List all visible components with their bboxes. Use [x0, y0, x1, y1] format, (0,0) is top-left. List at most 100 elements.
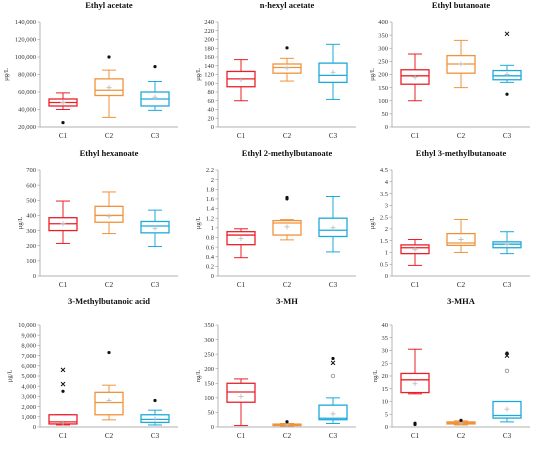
outlier-dot	[107, 350, 111, 355]
panel-title: Ethyl hexanoate	[80, 148, 139, 158]
x-category-label: C3	[503, 281, 512, 289]
mean-marker	[330, 69, 336, 75]
y-tick-label: 80	[208, 89, 215, 96]
y-axis-label: ng/L	[372, 370, 379, 382]
box-C1: C1	[400, 348, 430, 440]
y-axis-label: µg/L	[369, 68, 376, 81]
x-category-label: C3	[151, 281, 160, 289]
y-tick-label: 250	[204, 351, 214, 358]
panel-title: 3-Methylbutanoic acid	[68, 296, 150, 306]
y-tick-label: 60,000	[18, 89, 36, 96]
mean-marker	[412, 74, 418, 80]
box-C3: C3	[492, 31, 522, 140]
mean-marker	[238, 77, 244, 83]
x-category-label: C2	[283, 132, 292, 140]
y-axis-label: µg/L	[3, 68, 10, 81]
y-axis-label: ng/L	[195, 370, 202, 382]
iqr-box	[94, 391, 124, 416]
y-tick-label: 3	[385, 203, 388, 210]
box-C3: C3	[140, 398, 170, 440]
box-C1: C1	[48, 367, 78, 440]
outlier-dot	[285, 420, 289, 424]
mean-marker	[330, 411, 336, 417]
y-tick-label: 2.5	[380, 214, 388, 221]
y-tick-label: 10,000	[18, 322, 36, 329]
y-tick-label: 5	[385, 411, 388, 418]
y-tick-label: 100	[26, 258, 36, 265]
mean-marker	[60, 420, 66, 426]
outlier-dot	[505, 92, 509, 96]
y-tick-label: 1.5	[380, 238, 388, 245]
panel-5: Ethyl 3-methylbutanoate 0 0.5 1 1.5 2 2.5 3 3.5 4…	[369, 148, 530, 289]
x-category-label: C1	[59, 281, 68, 289]
outlier-dot	[331, 356, 335, 361]
panel-7: 3-MH 0 50 100 150 200 250 300 350 ng/L C1 C2 C3	[195, 296, 356, 440]
x-category-label: C2	[283, 281, 292, 289]
outlier-x	[504, 31, 510, 37]
y-tick-label: 3.5	[380, 191, 388, 198]
y-tick-label: 300	[378, 45, 388, 52]
y-tick-label: 4,000	[21, 383, 36, 390]
mean-marker	[412, 247, 418, 253]
y-tick-label: 100,000	[15, 54, 36, 61]
mean-marker	[60, 100, 66, 105]
panel-2: Ethyl butanoate 0 50 100 150 200 250 300 350 400 µ…	[369, 0, 530, 140]
box-C3: C3	[492, 351, 522, 440]
mean-marker	[238, 393, 244, 399]
y-tick-label: 350	[378, 32, 388, 39]
panel-title: 3-MHA	[447, 296, 476, 306]
x-category-label: C1	[411, 132, 420, 140]
y-tick-label: 10	[382, 399, 389, 406]
y-tick-label: 50	[208, 410, 215, 417]
mean-marker	[412, 381, 418, 387]
x-category-label: C3	[151, 132, 160, 140]
y-tick-label: 0	[33, 424, 36, 431]
y-tick-label: 3,000	[21, 394, 36, 401]
y-tick-label: 1,000	[21, 414, 36, 421]
y-tick-label: 400	[26, 213, 36, 220]
panel-1: n-hexyl acetate0204060801001201401601802…	[195, 0, 356, 140]
y-tick-label: 150	[378, 85, 388, 92]
y-axis-label: µg/L	[17, 217, 24, 230]
x-category-label: C1	[59, 432, 68, 440]
y-tick-label: 0.8	[206, 235, 214, 242]
y-tick-label: 100	[378, 98, 388, 105]
mean-marker	[284, 224, 290, 230]
y-tick-label: 8,000	[21, 343, 36, 350]
panel-title: Ethyl acetate	[85, 0, 133, 10]
mean-marker	[284, 65, 290, 71]
box-C1: C1	[226, 59, 256, 140]
y-tick-label: 0	[385, 424, 388, 431]
y-tick-label: 4	[385, 179, 389, 186]
x-category-label: C2	[457, 432, 466, 440]
y-tick-label: 0	[385, 273, 388, 280]
outlier-dot	[413, 422, 417, 427]
outlier-dot	[61, 389, 65, 393]
y-tick-label: 300	[26, 228, 36, 235]
panel-title: Ethyl 2-methylbutanoate	[242, 148, 333, 158]
outlier-ring	[330, 373, 336, 379]
box-C3: C3	[318, 43, 348, 140]
panel-4: Ethyl 2-methylbutanoate 0 0.2 0.4 0.6 0.8 1 1.2…	[195, 148, 356, 289]
y-axis-label: µg/L	[7, 370, 14, 383]
y-axis-label: µg/L	[195, 217, 202, 230]
y-tick-label: 500	[26, 197, 36, 204]
y-tick-label: 40	[382, 322, 389, 329]
outlier-dot	[61, 121, 65, 125]
box-C3: C3	[140, 209, 170, 289]
box-C2: C2	[446, 39, 476, 140]
y-tick-label: 40,000	[18, 107, 36, 114]
x-category-label: C2	[283, 432, 292, 440]
y-tick-label: 30	[382, 348, 389, 355]
y-tick-label: 60	[208, 98, 215, 105]
y-tick-label: 35	[382, 335, 389, 342]
panel-title: 3-MH	[276, 296, 298, 306]
y-tick-label: 2,000	[21, 404, 36, 411]
y-tick-label: 1	[211, 225, 214, 232]
panel-6: 3-Methylbutanoic acid 0 1,000 2,000 3,000 4,0…	[7, 296, 178, 440]
box-C3: C3	[140, 65, 170, 140]
y-tick-label: 120,000	[15, 37, 36, 44]
y-tick-label: 250	[378, 59, 388, 66]
panel-8: 3-MHA 0 5 10 15 20 25 30 35 40 ng/L C1 C2 C3	[372, 296, 530, 440]
mean-marker	[504, 72, 510, 77]
